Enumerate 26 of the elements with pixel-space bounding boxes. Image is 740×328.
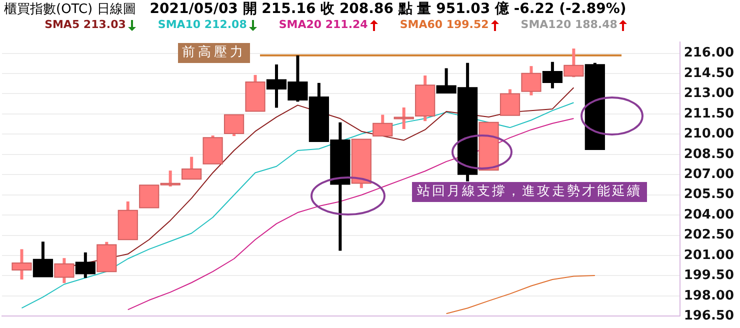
- y-tick-label: 210.00: [684, 126, 734, 142]
- chart-title: 櫃買指數(OTC) 日線圖: [4, 2, 136, 17]
- annotation: 站回月線支撐，進攻走勢才能延續: [412, 182, 647, 202]
- candlestick: [500, 89, 520, 116]
- candlestick: [521, 66, 542, 96]
- text: SMA120 188.48: [520, 18, 618, 32]
- y-tick-label: 208.50: [684, 146, 734, 162]
- y-tick-label: 213.00: [684, 86, 734, 102]
- y-tick-label: 214.50: [684, 66, 734, 81]
- text: SMA5 213.03: [44, 18, 126, 32]
- text: SMA60 199.52: [400, 18, 489, 32]
- text: SMA20 211.24: [278, 18, 368, 32]
- y-tick-label: 199.50: [684, 268, 734, 284]
- text: SMA10 212.08: [158, 18, 247, 32]
- y-tick-label: 211.50: [684, 106, 734, 122]
- y-tick-label: 196.50: [684, 308, 734, 324]
- y-tick-label: 202.50: [684, 228, 734, 243]
- ref-line-label: 前高壓力: [178, 43, 250, 64]
- y-tick-label: 204.00: [684, 207, 734, 222]
- y-tick-label: 216.00: [684, 46, 734, 61]
- candlestick: [224, 114, 244, 136]
- y-tick-label: 198.00: [684, 288, 734, 304]
- y-tick-label: 207.00: [684, 166, 734, 182]
- y-tick-label: 201.00: [684, 248, 734, 263]
- chart-subtitle: 2021/05/03 開 215.16 收 208.86 點 量 951.03 億 -6.22 (-2.89%): [150, 1, 626, 17]
- y-tick-label: 205.50: [684, 187, 734, 202]
